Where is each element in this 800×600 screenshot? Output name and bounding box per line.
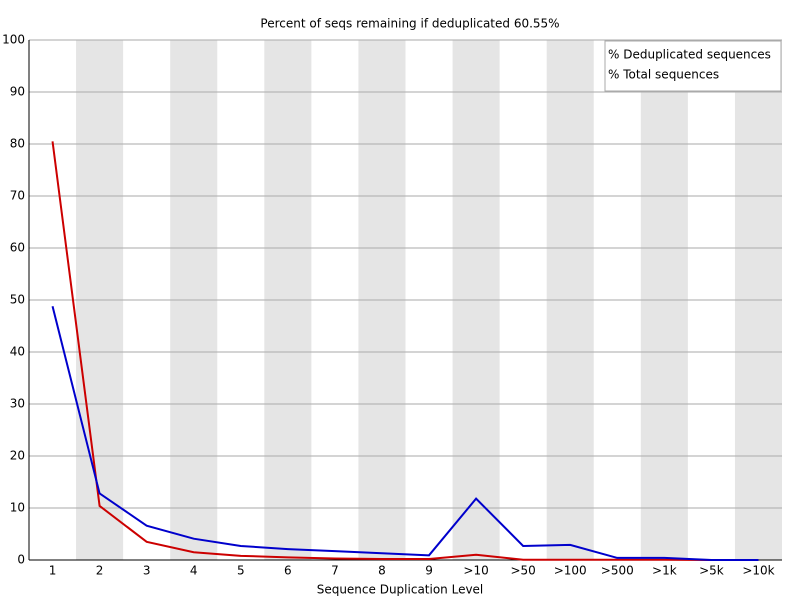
x-tick-label: 6: [284, 564, 292, 578]
x-tick-label: >500: [601, 564, 634, 578]
y-tick-label: 30: [10, 397, 25, 411]
x-tick-label: 1: [49, 564, 57, 578]
x-tick-label: >100: [554, 564, 587, 578]
x-tick-label: >10k: [742, 564, 774, 578]
y-tick-label: 100: [2, 33, 25, 47]
x-tick-label: >5k: [699, 564, 724, 578]
x-tick-label: >50: [510, 564, 535, 578]
y-tick-label: 50: [10, 293, 25, 307]
x-axis-label: Sequence Duplication Level: [317, 583, 484, 597]
x-tick-label: 9: [425, 564, 433, 578]
y-tick-label: 0: [17, 553, 25, 567]
x-tick-label: 4: [190, 564, 198, 578]
chart-title: Percent of seqs remaining if deduplicate…: [260, 17, 559, 31]
x-tick-label: >1k: [652, 564, 677, 578]
series-line: [51, 141, 759, 561]
x-tick-label: 7: [331, 564, 339, 578]
y-tick-label: 40: [10, 345, 25, 359]
x-tick-label: 2: [96, 564, 104, 578]
x-tick-label: 5: [237, 564, 245, 578]
legend-box: [604, 40, 782, 92]
y-tick-label: 90: [10, 85, 25, 99]
legend-entry: % Total sequences: [608, 68, 719, 82]
series-line: [51, 305, 759, 561]
legend-entry: % Deduplicated sequences: [608, 48, 771, 62]
x-tick-label: >10: [463, 564, 488, 578]
x-tick-label: 3: [143, 564, 151, 578]
y-tick-label: 20: [10, 449, 25, 463]
y-tick-label: 80: [10, 137, 25, 151]
y-tick-label: 70: [10, 189, 25, 203]
y-tick-label: 10: [10, 501, 25, 515]
legend: % Deduplicated sequences % Total sequence…: [604, 40, 782, 92]
y-tick-label: 60: [10, 241, 25, 255]
x-tick-label: 8: [378, 564, 386, 578]
